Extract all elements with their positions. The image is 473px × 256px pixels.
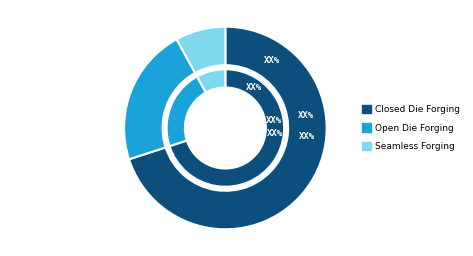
Wedge shape (197, 69, 225, 92)
Legend: Closed Die Forging, Open Die Forging, Seamless Forging: Closed Die Forging, Open Die Forging, Se… (361, 105, 460, 151)
Wedge shape (166, 77, 206, 146)
Text: XX%: XX% (298, 111, 315, 120)
Text: XX%: XX% (246, 83, 262, 92)
Text: XX%: XX% (299, 132, 315, 141)
Wedge shape (176, 27, 225, 73)
Wedge shape (124, 39, 195, 159)
Wedge shape (169, 69, 284, 187)
Text: XX%: XX% (266, 116, 282, 125)
Wedge shape (129, 27, 327, 229)
Text: XX%: XX% (264, 56, 280, 65)
Text: XX%: XX% (267, 129, 283, 138)
